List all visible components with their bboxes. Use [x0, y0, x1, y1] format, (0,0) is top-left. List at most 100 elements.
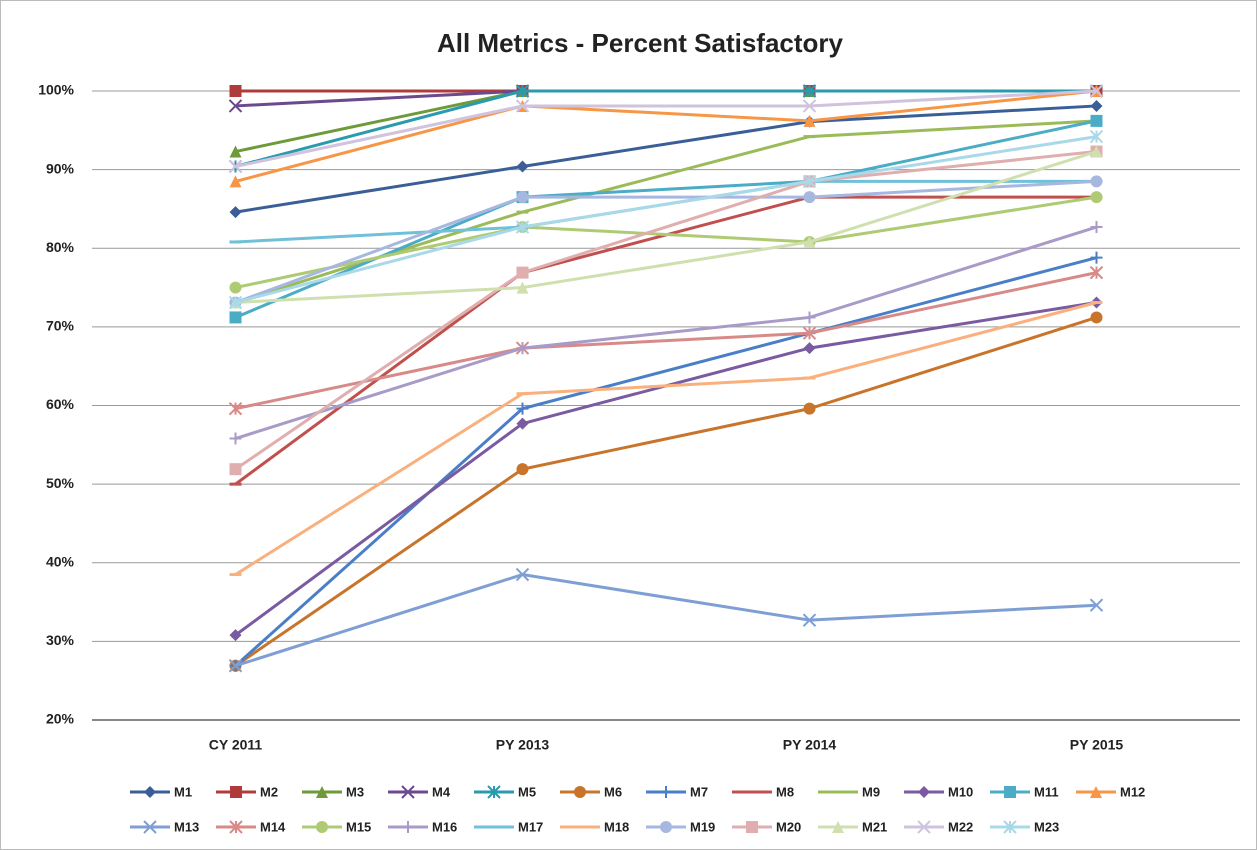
series — [228, 265, 1104, 416]
series-line — [235, 195, 1097, 290]
marker — [516, 402, 529, 415]
marker — [803, 191, 816, 204]
marker — [229, 206, 242, 219]
legend-label: M11 — [1034, 784, 1059, 799]
marker — [1090, 311, 1103, 324]
x-tick-label: CY 2011 — [209, 737, 263, 753]
marker — [660, 821, 672, 833]
marker — [802, 84, 817, 98]
marker — [803, 235, 816, 248]
marker — [228, 659, 243, 673]
y-tick-label: 70% — [46, 318, 75, 334]
marker — [746, 821, 758, 833]
marker — [515, 99, 530, 113]
marker — [1004, 786, 1016, 798]
marker — [1090, 145, 1103, 158]
series-line — [235, 271, 1097, 411]
marker — [832, 821, 844, 833]
legend-label: M17 — [518, 819, 543, 834]
legend-label: M12 — [1120, 784, 1145, 799]
legend-label: M10 — [948, 784, 973, 799]
marker — [144, 786, 156, 798]
marker — [574, 786, 586, 798]
legend-label: M15 — [346, 819, 371, 834]
marker — [1090, 786, 1102, 798]
marker — [803, 342, 816, 355]
marker — [1090, 251, 1103, 264]
y-tick-label: 60% — [46, 396, 75, 412]
legend-label: M2 — [260, 784, 278, 799]
marker — [1090, 175, 1103, 188]
marker — [229, 281, 242, 294]
series-line — [235, 89, 1097, 183]
marker — [228, 295, 243, 310]
x-tick-label: PY 2013 — [496, 737, 550, 753]
marker — [1090, 221, 1103, 234]
legend-label: M22 — [948, 819, 973, 834]
legend-label: M3 — [346, 784, 364, 799]
legend-label: M9 — [862, 784, 880, 799]
series — [228, 567, 1104, 673]
legend-label: M16 — [432, 819, 457, 834]
marker — [229, 311, 242, 324]
marker — [229, 432, 242, 445]
y-tick-label: 40% — [46, 553, 75, 569]
legend-label: M4 — [432, 784, 451, 799]
series — [229, 301, 1103, 577]
marker — [229, 145, 242, 158]
series-line — [234, 301, 1097, 576]
series-line — [235, 135, 1097, 304]
series-line — [234, 150, 1097, 471]
series-line — [235, 150, 1097, 304]
marker — [802, 99, 817, 113]
marker — [1003, 820, 1017, 834]
legend-label: M20 — [776, 819, 801, 834]
marker — [516, 463, 529, 476]
legend-label: M23 — [1034, 819, 1059, 834]
series — [228, 84, 1104, 174]
legend-label: M1 — [174, 784, 192, 799]
legend-label: M7 — [690, 784, 708, 799]
series — [229, 221, 1103, 445]
y-tick-label: 100% — [38, 82, 74, 98]
series-line — [235, 89, 1097, 168]
marker — [228, 159, 243, 174]
series-line — [234, 179, 1097, 304]
marker — [401, 785, 415, 799]
marker — [1090, 99, 1103, 112]
marker — [802, 613, 817, 627]
y-tick-label: 90% — [46, 160, 75, 176]
marker — [516, 417, 529, 430]
series-line — [235, 573, 1097, 668]
marker — [803, 402, 816, 415]
marker — [229, 175, 242, 188]
marker — [515, 84, 530, 98]
marker — [515, 567, 530, 582]
marker — [1089, 129, 1104, 144]
marker — [229, 629, 242, 642]
marker — [228, 401, 243, 416]
y-tick-label: 30% — [46, 632, 75, 648]
series-line — [235, 89, 1097, 168]
series-line — [234, 256, 1097, 667]
marker — [1090, 191, 1103, 204]
marker — [229, 463, 242, 476]
marker — [516, 281, 529, 294]
legend-label: M19 — [690, 819, 715, 834]
legend-label: M8 — [776, 784, 794, 799]
marker — [515, 220, 530, 234]
y-tick-label: 80% — [46, 239, 75, 255]
marker — [487, 785, 501, 799]
series-line — [235, 104, 1097, 214]
y-tick-label: 20% — [46, 711, 75, 727]
marker — [516, 191, 529, 204]
marker — [660, 786, 672, 798]
series-line — [235, 225, 1097, 440]
chart-title: All Metrics - Percent Satisfactory — [437, 28, 844, 58]
x-tick-label: PY 2015 — [1070, 737, 1124, 753]
legend-label: M14 — [260, 819, 286, 834]
series — [229, 99, 1103, 219]
